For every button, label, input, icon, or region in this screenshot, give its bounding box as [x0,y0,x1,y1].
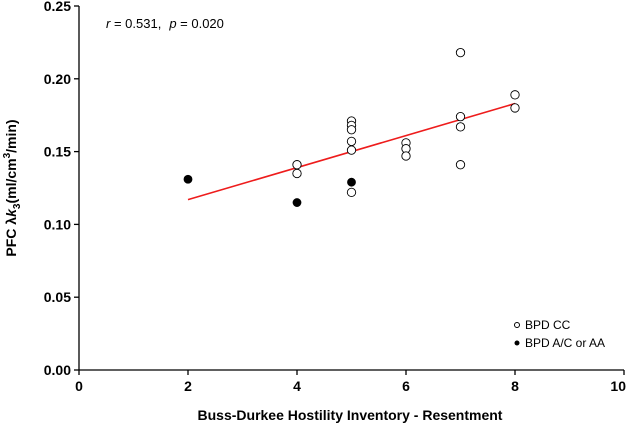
y-axis-title-lambda: λ [3,217,19,225]
data-point-bpd-cc [455,122,466,132]
legend-label-bpd-ac-aa: BPD A/C or AA [525,336,605,350]
x-tick-label: 4 [293,378,301,394]
y-tick-label: 0.10 [44,216,71,232]
y-axis-title-sup: 3 [2,152,13,158]
data-point-bpd-ac-aa [183,174,193,184]
y-tick-label: 0.20 [44,71,71,87]
data-point-bpd-cc [455,47,466,58]
data-point-bpd-cc [346,187,357,198]
data-point-bpd-cc [346,125,357,135]
data-point-bpd-cc [346,136,357,147]
data-point-bpd-ac-aa [292,198,302,207]
data-point-bpd-cc [346,145,357,155]
data-point-bpd-cc [455,160,466,170]
x-tick-label: 2 [184,378,192,394]
y-axis-title: PFC λk3(ml/cm3/min) [2,119,23,256]
x-tick-label: 10 [610,378,626,394]
r-symbol: r [106,16,111,31]
correlation-annotation: r = 0.531, p = 0.020 [106,16,224,31]
data-point-bpd-cc [455,112,466,122]
legend: BPD CC BPD A/C or AA [514,318,605,350]
y-axis-title-prefix: PFC [3,225,19,257]
x-tick-label: 8 [511,378,519,394]
data-point-bpd-cc [510,103,520,113]
x-tick-label: 6 [402,378,410,394]
data-point-bpd-cc [510,90,520,100]
y-axis-title-unit-open: (ml/cm [3,158,19,203]
data-point-bpd-cc [401,151,411,161]
y-tick-label: 0.25 [44,0,71,14]
y-tick-label: 0.15 [44,144,71,160]
y-axis-title-k: k [3,208,19,217]
legend-label-bpd-cc: BPD CC [525,318,571,332]
p-symbol: p [168,16,176,31]
x-axis-title: Buss-Durkee Hostility Inventory - Resent… [198,407,503,423]
x-tick-label: 0 [75,378,83,394]
p-value: = 0.020 [177,16,224,31]
y-tick-label: 0.00 [44,362,71,378]
plot-area: 0.00 0.05 0.10 0.15 0.20 0.25 0 2 4 6 8 10 [44,0,626,394]
r-value: = 0.531, [110,16,161,31]
legend-marker-bpd-cc [514,322,520,328]
legend-marker-bpd-ac-aa [514,340,520,346]
data-point-bpd-ac-aa [347,177,356,187]
y-tick-label: 0.05 [44,289,71,305]
y-axis-title-unit-close: /min) [3,119,19,152]
data-point-bpd-cc [292,168,302,179]
y-axis-title-sub: 3 [12,203,23,209]
data-point-bpd-cc [292,160,302,170]
